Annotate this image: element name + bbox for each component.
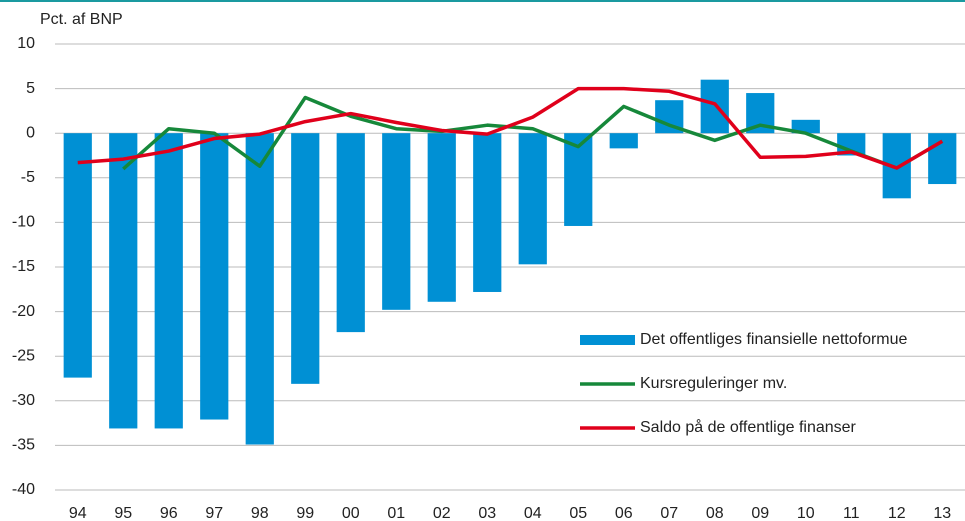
x-tick-label: 95 bbox=[114, 505, 132, 521]
x-tick-label: 06 bbox=[615, 505, 633, 521]
x-tick-label: 97 bbox=[205, 505, 223, 521]
x-tick-label: 07 bbox=[660, 505, 678, 521]
legend-label: Det offentliges finansielle nettoformue bbox=[640, 331, 908, 348]
top-border bbox=[0, 0, 965, 2]
x-tick-label: 13 bbox=[933, 505, 951, 521]
x-tick-label: 00 bbox=[342, 505, 360, 521]
legend-swatch bbox=[580, 335, 635, 345]
y-axis-label: Pct. af BNP bbox=[40, 11, 123, 28]
bar bbox=[791, 119, 820, 134]
x-tick-label: 08 bbox=[706, 505, 724, 521]
bar bbox=[382, 133, 411, 310]
x-tick-label: 09 bbox=[751, 505, 769, 521]
bar bbox=[154, 133, 183, 429]
y-tick-label: -25 bbox=[12, 347, 35, 364]
x-tick-label: 10 bbox=[797, 505, 815, 521]
legend-label: Saldo på de offentlige finanser bbox=[640, 418, 857, 436]
bar bbox=[427, 133, 456, 302]
bar bbox=[63, 133, 92, 378]
x-tick-label: 11 bbox=[843, 505, 860, 521]
bar bbox=[245, 133, 274, 445]
y-tick-label: -5 bbox=[21, 169, 35, 186]
y-tick-label: -10 bbox=[12, 214, 35, 231]
y-tick-label: -15 bbox=[12, 258, 35, 275]
bar bbox=[564, 133, 593, 226]
x-tick-label: 03 bbox=[478, 505, 496, 521]
x-tick-label: 94 bbox=[69, 505, 87, 521]
x-tick-label: 98 bbox=[251, 505, 269, 521]
line bbox=[122, 95, 944, 171]
x-tick-label: 05 bbox=[569, 505, 587, 521]
bar bbox=[928, 133, 957, 185]
bar bbox=[336, 133, 365, 333]
legend-label: Kursreguleringer mv. bbox=[640, 375, 787, 392]
y-tick-label: 0 bbox=[26, 124, 35, 141]
x-tick-label: 01 bbox=[387, 505, 405, 521]
x-tick-label: 04 bbox=[524, 505, 542, 521]
y-tick-label: -35 bbox=[12, 437, 35, 454]
y-tick-label: 10 bbox=[17, 35, 35, 52]
x-tick-label: 02 bbox=[433, 505, 451, 521]
y-tick-label: -40 bbox=[12, 481, 35, 498]
y-tick-label: -20 bbox=[12, 303, 35, 320]
bar bbox=[609, 133, 638, 149]
bar bbox=[291, 133, 320, 384]
y-tick-label: 5 bbox=[26, 80, 35, 97]
bar bbox=[473, 133, 502, 292]
x-tick-label: 99 bbox=[296, 505, 314, 521]
y-tick-label: -30 bbox=[12, 392, 35, 409]
x-tick-label: 96 bbox=[160, 505, 178, 521]
bar bbox=[518, 133, 547, 265]
line bbox=[77, 86, 944, 170]
bar bbox=[200, 133, 229, 420]
x-tick-label: 12 bbox=[888, 505, 906, 521]
bar bbox=[109, 133, 138, 429]
